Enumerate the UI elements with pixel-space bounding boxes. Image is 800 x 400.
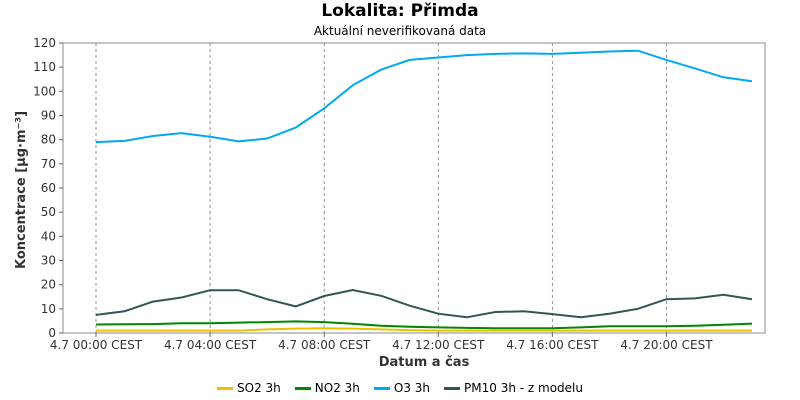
y-tick-label: 70 <box>41 157 56 171</box>
axes: 0 10 20 30 40 50 60 70 80 90 100 110 120 4.7 00:00 CE… <box>33 36 713 352</box>
y-tick-label: 100 <box>33 84 56 98</box>
legend-swatch <box>444 386 461 390</box>
series-line-o3-3h <box>95 49 753 144</box>
x-tick-label: 4.7 12:00 CEST <box>392 338 485 352</box>
x-tick-label: 4.7 04:00 CEST <box>164 338 257 352</box>
y-tick-label: 80 <box>41 133 56 147</box>
y-tick-label: 10 <box>41 302 56 316</box>
y-tick-label: 0 <box>48 326 56 340</box>
y-tick-label: 110 <box>33 60 56 74</box>
legend-swatch <box>217 386 233 390</box>
y-tick-label: 30 <box>41 254 56 268</box>
y-tick-label: 120 <box>33 36 56 50</box>
y-tick-label: 90 <box>41 109 56 123</box>
legend: SO2 3h NO2 3h O3 3h PM10 3h - z modelu <box>0 381 800 395</box>
chart-title: Lokalita: Přimda <box>321 1 479 21</box>
series-lines <box>95 49 753 332</box>
x-axis-title: Datum a čas <box>379 355 470 370</box>
legend-label: PM10 3h - z modelu <box>464 381 583 395</box>
plot-area <box>62 42 766 334</box>
series-line-no2-3h <box>95 320 753 330</box>
grid <box>62 42 766 334</box>
legend-item: PM10 3h - z modelu <box>444 381 583 395</box>
x-tick-label: 4.7 00:00 CEST <box>50 338 143 352</box>
legend-item: NO2 3h <box>294 381 360 395</box>
series-line-so2-3h <box>96 327 752 332</box>
y-tick-label: 20 <box>41 278 56 292</box>
legend-item: SO2 3h <box>217 381 281 395</box>
x-tick-label: 4.7 08:00 CEST <box>278 338 371 352</box>
y-axis-title: Koncentrace [µg·m⁻³] <box>14 111 29 269</box>
chart-subtitle: Aktuální neverifikovaná data <box>313 24 487 38</box>
series-line-pm10-3h-z-modelu <box>95 288 753 319</box>
legend-label: SO2 3h <box>237 381 281 395</box>
legend-label: O3 3h <box>393 381 431 395</box>
legend-label: NO2 3h <box>314 381 360 395</box>
x-tick-label: 4.7 20:00 CEST <box>620 338 713 352</box>
y-tick-label: 40 <box>41 229 56 243</box>
legend-swatch <box>294 386 311 390</box>
x-tick-label: 4.7 16:00 CEST <box>506 338 599 352</box>
y-tick-label: 60 <box>41 181 56 195</box>
legend-swatch <box>373 386 390 390</box>
legend-item: O3 3h <box>373 381 431 395</box>
y-tick-label: 50 <box>41 205 56 219</box>
